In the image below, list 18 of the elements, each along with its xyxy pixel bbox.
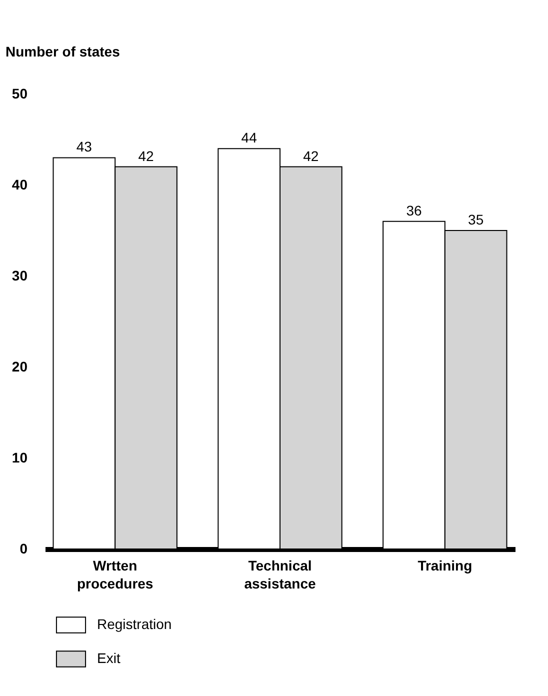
y-axis-title: Number of states bbox=[6, 44, 120, 60]
y-tick-label: 10 bbox=[12, 450, 28, 466]
y-tick-label: 20 bbox=[12, 358, 28, 374]
y-tick-label: 30 bbox=[12, 268, 28, 284]
data-label: 43 bbox=[76, 138, 92, 155]
legend-label: Exit bbox=[97, 650, 120, 666]
data-label: 35 bbox=[468, 212, 484, 228]
x-tick-label: Wrtten procedures bbox=[76, 558, 154, 592]
x-tick-label: Training bbox=[418, 558, 472, 574]
y-tick-label: 40 bbox=[12, 176, 28, 192]
y-tick-label: 50 bbox=[12, 86, 28, 102]
data-label: 44 bbox=[241, 130, 258, 146]
data-label: 36 bbox=[406, 202, 422, 218]
legend-label: Registration bbox=[97, 616, 172, 632]
x-tick-label: Technical assistance bbox=[244, 558, 316, 592]
data-label: 42 bbox=[303, 148, 319, 164]
data-label: 42 bbox=[138, 148, 154, 164]
y-tick-label: 0 bbox=[20, 540, 28, 556]
